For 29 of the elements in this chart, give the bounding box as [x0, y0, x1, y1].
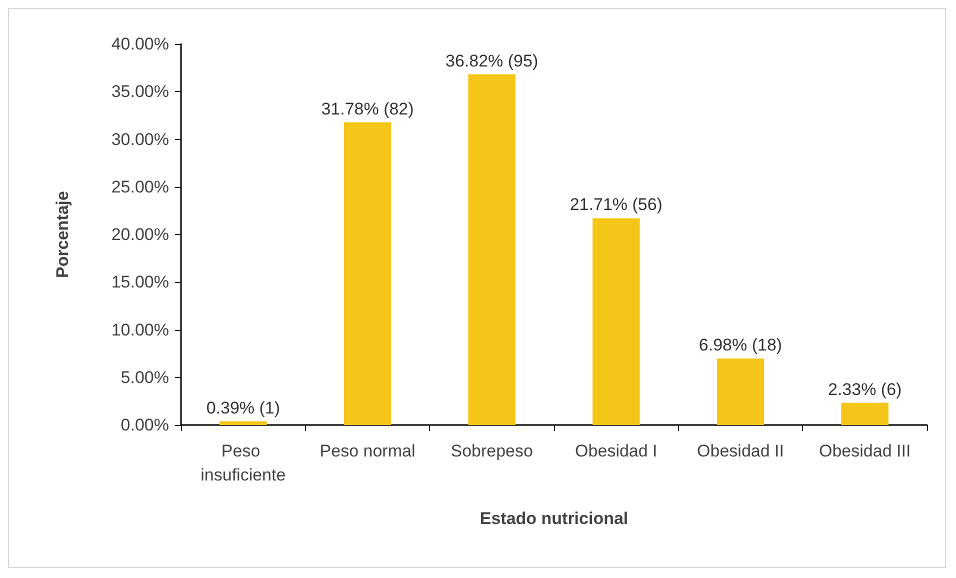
bar: [841, 402, 888, 425]
x-tick-label: Obesidad III: [818, 442, 911, 460]
y-tick-label: 10.00%: [111, 320, 169, 340]
x-tick-label: Obesidad I: [575, 442, 658, 460]
x-tick-label: Peso normal: [320, 442, 416, 460]
y-tick-label: 35.00%: [111, 82, 169, 102]
bar: [716, 358, 764, 425]
data-label: 36.82% (95): [446, 51, 538, 70]
x-tick-label: Sobrepeso: [450, 442, 533, 460]
bar: [468, 74, 516, 425]
bar: [592, 218, 640, 425]
data-label: 0.39% (1): [206, 398, 280, 418]
y-tick-label: 20.00%: [111, 225, 169, 244]
x-tick-label: Obesidad II: [697, 442, 784, 460]
data-label: 2.33% (6): [828, 380, 902, 399]
y-tick-label: 5.00%: [120, 368, 169, 387]
y-tick-label: 40.00%: [111, 34, 169, 54]
y-tick-label: 25.00%: [111, 177, 169, 196]
data-label: 6.98% (18): [698, 336, 782, 355]
bar: [220, 421, 267, 425]
x-tick-label: Peso insuficiente: [200, 442, 286, 484]
data-label: 21.71% (56): [570, 195, 662, 214]
bar: [344, 122, 392, 425]
y-tick-label: 15.00%: [111, 272, 169, 292]
x-axis-title: Estado nutricional: [480, 509, 628, 528]
data-label: 31.78% (82): [321, 99, 414, 118]
y-axis-title: Porcentaje: [53, 191, 72, 278]
y-tick-label: 0.00%: [120, 416, 169, 434]
y-tick-label: 30.00%: [111, 130, 169, 149]
